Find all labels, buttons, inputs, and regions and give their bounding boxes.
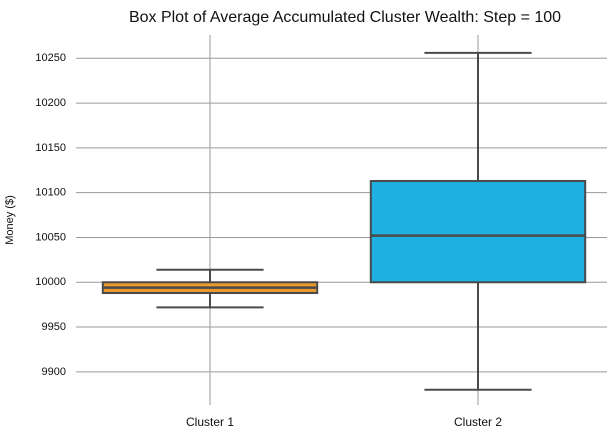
y-tick-label: 9950 [42, 321, 66, 333]
x-tick-label: Cluster 1 [186, 415, 234, 429]
y-axis-label: Money ($) [4, 195, 16, 245]
y-tick-label: 10150 [35, 142, 66, 154]
y-tick-label: 10100 [35, 187, 66, 199]
x-tick-label: Cluster 2 [454, 415, 502, 429]
y-tick-label: 10050 [35, 231, 66, 243]
y-tick-label: 10000 [35, 276, 66, 288]
y-tick-label: 9900 [42, 366, 66, 378]
y-tick-label: 10200 [35, 97, 66, 109]
box [369, 180, 587, 284]
chart-title: Box Plot of Average Accumulated Cluster … [129, 9, 561, 26]
y-tick-label: 10250 [35, 52, 66, 64]
